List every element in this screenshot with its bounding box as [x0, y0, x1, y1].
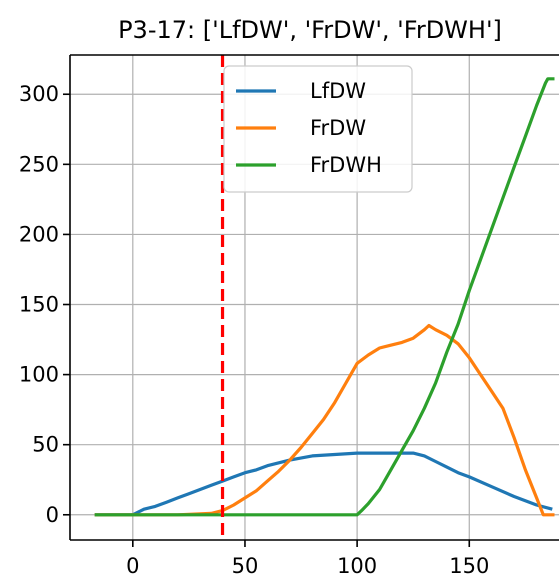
series-line-frdw	[94, 323, 555, 517]
x-tick-label: 150	[449, 554, 489, 578]
legend: LfDW FrDW FrDWH	[223, 65, 413, 193]
x-tick-label: 0	[126, 554, 139, 578]
series-line-frdwh	[94, 77, 555, 517]
legend-label-frdwh: FrDWH	[310, 153, 382, 177]
legend-label-lfdw: LfDW	[310, 79, 366, 103]
series-line-lfdw	[94, 451, 553, 517]
y-tick-label: 200	[19, 222, 59, 246]
y-tick-label: 100	[19, 363, 59, 387]
y-tick-label: 0	[46, 503, 59, 527]
y-tick-label: 250	[19, 152, 59, 176]
x-tick-label: 50	[232, 554, 259, 578]
legend-box	[223, 65, 413, 193]
y-tick-label: 300	[19, 82, 59, 106]
axes: 0 50 100 150 0 50 100 150 200 250 300	[19, 54, 559, 578]
series-lines	[94, 77, 555, 517]
y-tick-label: 50	[32, 433, 59, 457]
legend-label-frdw: FrDW	[310, 116, 366, 140]
chart-title: P3-17: ['LfDW', 'FrDW', 'FrDWH']	[118, 16, 502, 44]
x-tick-label: 100	[337, 554, 377, 578]
y-tick-label: 150	[19, 293, 59, 317]
